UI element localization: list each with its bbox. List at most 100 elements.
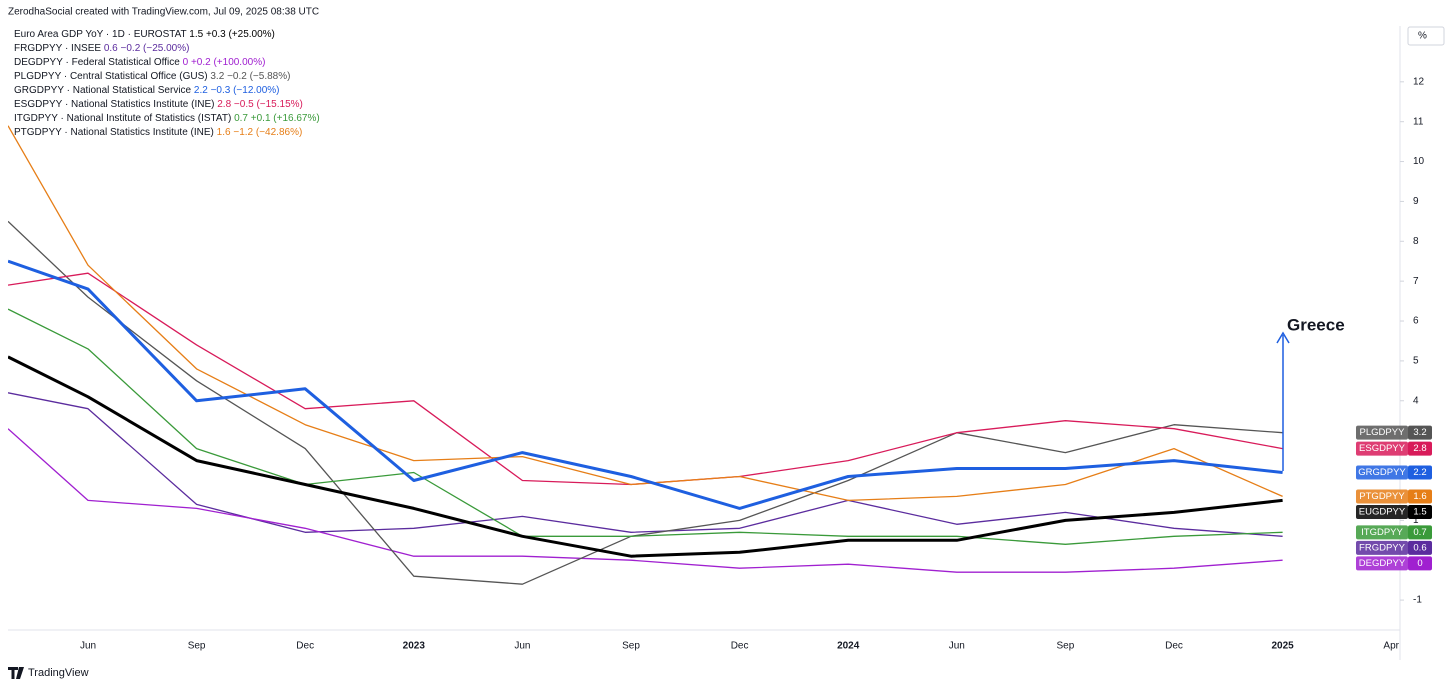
badge-value: 0 [1417, 558, 1422, 569]
legend-description: FRGDPYY · INSEE [14, 43, 101, 54]
legend-change: +0.1 (+16.67%) [251, 113, 320, 124]
y-tick-label: 12 [1413, 76, 1425, 87]
badge-value: 3.2 [1413, 427, 1426, 438]
legend-change: −0.3 (−12.00%) [211, 85, 280, 96]
legend-value: 2.2 [194, 85, 208, 96]
x-tick-label: Sep [1057, 641, 1075, 652]
x-tick-label: Jun [514, 641, 530, 652]
badge-value-bg [1408, 489, 1432, 504]
x-tick-label: Jun [949, 641, 965, 652]
badge-name: ESGDPYY [1359, 443, 1406, 454]
legend-entry: FRGDPYY · INSEE 0.6 −0.2 (−25.00%) [14, 43, 189, 54]
badge-value-bg [1408, 441, 1432, 456]
badge-value-bg [1408, 425, 1432, 440]
unit-box[interactable] [1407, 26, 1445, 46]
legend-value: 1.5 [189, 29, 203, 40]
legend-entry: DEGDPYY · Federal Statistical Office 0 +… [14, 57, 265, 68]
legend-description: GRGDPYY · National Statistical Service [14, 85, 192, 96]
annotation: Greece [1287, 315, 1345, 334]
x-tick-label: 2025 [1271, 641, 1294, 652]
x-tick-label: Dec [296, 641, 314, 652]
annotation-arrowhead [1276, 331, 1290, 344]
legend-entry: PTGDPYY · National Statistics Institute … [14, 127, 302, 138]
badge-name-bg [1356, 525, 1408, 540]
series-line [8, 428, 1283, 573]
badge-value-bg [1408, 504, 1432, 519]
y-tick-label: 8 [1413, 236, 1419, 247]
legend-change: −0.5 (−15.15%) [234, 99, 303, 110]
badge-value-bg [1408, 465, 1432, 480]
lines [8, 125, 1283, 585]
legend-entry: ESGDPYY · National Statistics Institute … [14, 99, 303, 110]
legend-description: PTGDPYY · National Statistics Institute … [14, 127, 214, 138]
legend-change: +0.3 (+25.00%) [206, 29, 275, 40]
y-unit: % [1418, 31, 1427, 42]
series-line [8, 308, 1283, 545]
legend-entry: GRGDPYY · National Statistical Service 2… [14, 85, 280, 96]
legend-value: 0 [183, 57, 189, 68]
y-tick-label: 7 [1413, 276, 1419, 287]
y-tick-label: 1 [1413, 515, 1419, 526]
series-line [8, 125, 1283, 502]
legend-value: 3.2 [210, 71, 224, 82]
legend-value: 0.7 [234, 113, 248, 124]
badge-value: 1.6 [1413, 491, 1426, 502]
badge-value-bg [1408, 540, 1432, 555]
y-tick-label: 6 [1413, 316, 1419, 327]
y-tick-label: 4 [1413, 395, 1419, 406]
badge-name: DEGDPYY [1359, 558, 1406, 569]
x-tick-label: Jun [80, 641, 96, 652]
badge-name-bg [1356, 441, 1408, 456]
brand-logo [8, 667, 24, 679]
badge-name: PTGDPYY [1359, 491, 1405, 502]
badge-name-bg [1356, 504, 1408, 519]
legend-entry: PLGDPYY · Central Statistical Office (GU… [14, 71, 290, 82]
badge-value: 0.7 [1413, 527, 1426, 538]
legend-entry: ITGDPYY · National Institute of Statisti… [14, 113, 320, 124]
badge-value: 0.6 [1413, 542, 1426, 553]
legend-entry: Euro Area GDP YoY · 1D · EUROSTAT 1.5 +0… [14, 29, 275, 40]
x-tick-label: Sep [622, 641, 640, 652]
badge-value-bg [1408, 525, 1432, 540]
y-tick-label: 9 [1413, 196, 1419, 207]
legend-description: ITGDPYY · National Institute of Statisti… [14, 113, 231, 124]
badge-name-bg [1356, 540, 1408, 555]
x-tick-label: Sep [188, 641, 206, 652]
legend-description: ESGDPYY · National Statistics Institute … [14, 99, 214, 110]
attribution: ZerodhaSocial created with TradingView.c… [8, 7, 319, 18]
legend-value: 0.6 [104, 43, 118, 54]
badge-name: PLGDPYY [1360, 427, 1406, 438]
x-tick-label: Dec [1165, 641, 1183, 652]
badge-name-bg [1356, 489, 1408, 504]
badge-name-bg [1356, 465, 1408, 480]
badge-name: EUGDPYY [1359, 506, 1406, 517]
badge-name: FRGDPYY [1359, 542, 1406, 553]
badge-value: 2.8 [1413, 443, 1426, 454]
brand: TradingView [28, 667, 89, 679]
x-tick-label: 2023 [403, 641, 426, 652]
legend-change: −1.2 (−42.86%) [233, 127, 302, 138]
legend-change: −0.2 (−5.88%) [227, 71, 290, 82]
x-tick-label: 2024 [837, 641, 860, 652]
badge-name: ITGDPYY [1361, 527, 1403, 538]
legend-description: DEGDPYY · Federal Statistical Office [14, 57, 180, 68]
badge-value: 2.2 [1413, 467, 1426, 478]
y-tick-label: 5 [1413, 356, 1419, 367]
legend-value: 1.6 [217, 127, 231, 138]
legend-description: PLGDPYY · Central Statistical Office (GU… [14, 71, 208, 82]
y-tick-label: -1 [1413, 595, 1422, 606]
legend-change: −0.2 (−25.00%) [121, 43, 190, 54]
badge-name-bg [1356, 556, 1408, 571]
y-tick-label: 10 [1413, 156, 1425, 167]
legend-description: Euro Area GDP YoY · 1D · EUROSTAT [14, 29, 187, 40]
x-tick-label: Apr [1383, 641, 1399, 652]
badge-value: 1.5 [1413, 506, 1426, 517]
legend-change: +0.2 (+100.00%) [191, 57, 266, 68]
series-line [8, 392, 1283, 537]
x-tick-label: Dec [731, 641, 749, 652]
legend-value: 2.8 [217, 99, 231, 110]
badge-value-bg [1408, 556, 1432, 571]
